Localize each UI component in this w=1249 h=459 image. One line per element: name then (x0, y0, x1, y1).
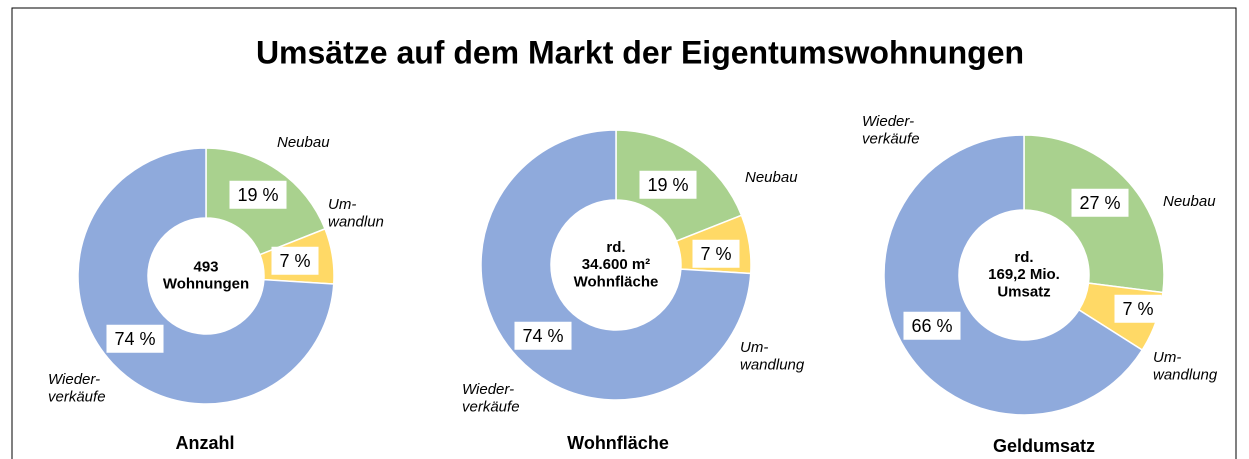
value-label: 19 % (237, 185, 278, 205)
center-label: rd. 169,2 Mio. Umsatz (988, 249, 1060, 301)
category-label: Um-wandlung (740, 339, 805, 373)
value-label: 19 % (647, 175, 688, 195)
donut-segment (883, 134, 1144, 416)
value-label: 74 % (522, 326, 563, 346)
value-label: 7 % (279, 251, 310, 271)
value-label: 66 % (911, 316, 952, 336)
value-label: 7 % (700, 244, 731, 264)
chart-title: Umsätze auf dem Markt der Eigentumswohnu… (256, 34, 1024, 70)
value-label: 7 % (1122, 299, 1153, 319)
chart-subtitle: Anzahl (175, 433, 234, 453)
category-label: Wieder-verkäufe (462, 381, 520, 415)
value-label: 74 % (114, 329, 155, 349)
value-label-box (271, 246, 319, 275)
value-label-box (639, 170, 697, 199)
chart-subtitle: Geldumsatz (993, 436, 1095, 456)
category-label: Neubau (1163, 193, 1216, 210)
category-label: Wieder-verkäufe (862, 113, 920, 147)
value-label-box (106, 324, 164, 353)
center-label: 493 Wohnungen (163, 258, 249, 292)
category-label: Wieder-verkäufe (48, 371, 106, 405)
value-label-box (903, 311, 961, 340)
value-label-box (229, 180, 287, 209)
value-label-box (1071, 188, 1129, 217)
category-label: Um-wandlun (328, 196, 384, 230)
chart-subtitle: Wohnfläche (567, 433, 669, 453)
value-label: 27 % (1079, 193, 1120, 213)
category-label: Neubau (277, 134, 330, 151)
value-label-box (692, 239, 740, 268)
value-label-box (1114, 294, 1162, 323)
center-label: rd. 34.600 m² Wohnfläche (574, 239, 659, 291)
value-label-box (514, 321, 572, 350)
frame (11, 7, 1237, 459)
category-label: Um-wandlung (1153, 349, 1218, 383)
category-label: Neubau (745, 169, 798, 186)
